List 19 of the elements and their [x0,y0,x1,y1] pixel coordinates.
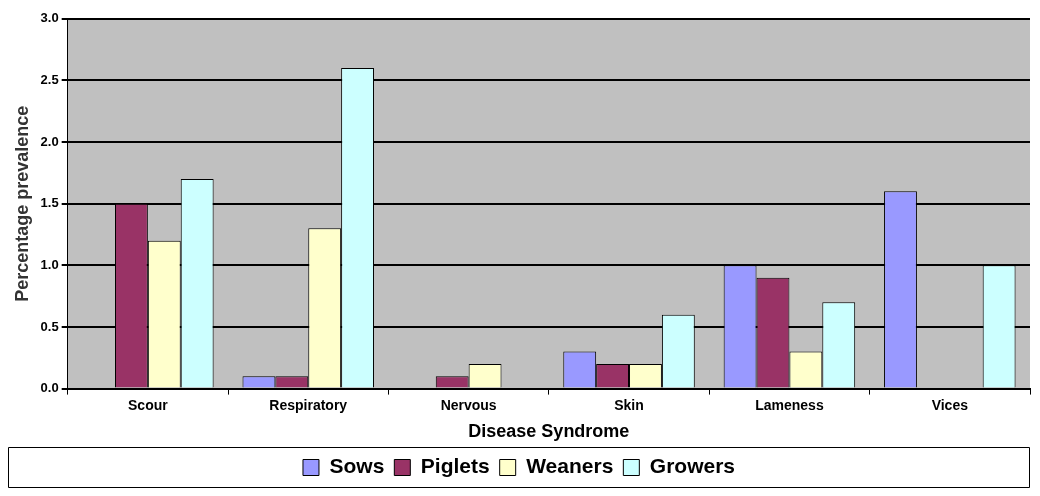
y-tick-label: 2.5 [40,72,59,88]
y-axis-title: Percentage prevalence [11,105,32,302]
x-tick-label: Skin [614,396,644,413]
x-tick-label: Vices [931,396,969,413]
legend-label: Weaners [526,454,614,478]
y-tick-label: 0.5 [40,318,59,334]
x-tick-label: Nervous [440,396,497,413]
y-tick-label: 1.0 [40,256,59,272]
y-tick-label: 2.0 [40,133,59,149]
y-tick-label: 0.0 [40,380,59,396]
legend-label: Sows [329,454,385,478]
x-tick-label: Lameness [755,396,824,413]
y-tick-label: 1.5 [40,195,59,211]
x-tick-label: Respiratory [269,396,348,413]
x-axis-title: Disease Syndrome [468,421,630,442]
legend-label: Growers [649,454,736,478]
y-tick-label: 3.0 [40,10,59,26]
x-tick-label: Scour [128,396,169,413]
legend-label: Piglets [420,454,490,478]
